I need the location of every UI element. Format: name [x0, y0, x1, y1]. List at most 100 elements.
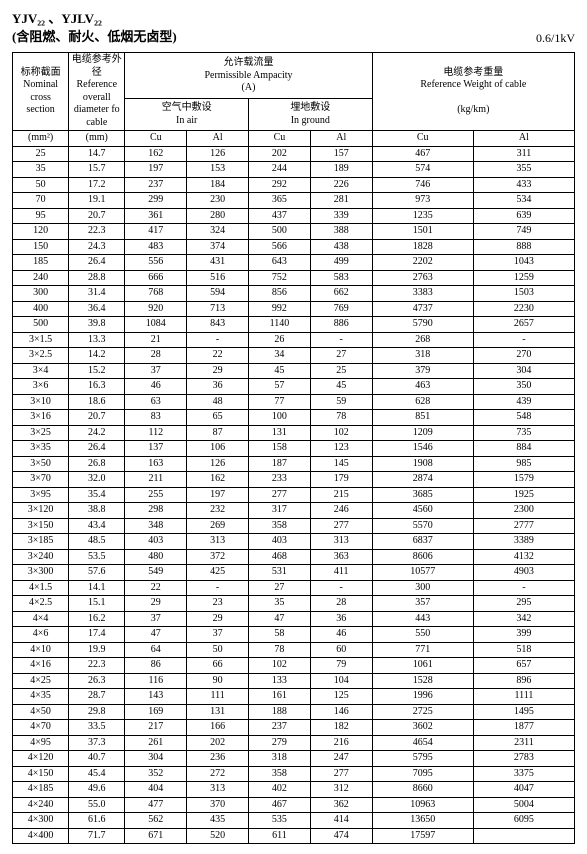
cell: 3×95 — [13, 487, 69, 503]
cell: 4×1.5 — [13, 580, 69, 596]
cell: 64 — [125, 642, 187, 658]
cell: 45.4 — [69, 766, 125, 782]
cell: 468 — [249, 549, 311, 565]
cell: 179 — [310, 472, 372, 488]
cell: 10577 — [372, 565, 473, 581]
cell: 313 — [310, 534, 372, 550]
cell: 574 — [372, 162, 473, 178]
cell: 888 — [473, 239, 574, 255]
cell: 1908 — [372, 456, 473, 472]
cell: 83 — [125, 410, 187, 426]
cell: 1061 — [372, 658, 473, 674]
cell: 463 — [372, 379, 473, 395]
cell: 29 — [187, 611, 249, 627]
cell: 158 — [249, 441, 311, 457]
cell: 36 — [187, 379, 249, 395]
cell: 37 — [187, 627, 249, 643]
cell: 920 — [125, 301, 187, 317]
cell: 37 — [125, 611, 187, 627]
cell: 1140 — [249, 317, 311, 333]
cell: 17.2 — [69, 177, 125, 193]
table-row: 4×30061.6562435535414136506095 — [13, 813, 575, 829]
table-head: 标称截面 Nominal cross section 电缆参考外径 Refere… — [13, 53, 575, 147]
cell: 70 — [13, 193, 69, 209]
cell: 4737 — [372, 301, 473, 317]
cell: 120 — [13, 224, 69, 240]
cell: 5795 — [372, 751, 473, 767]
cell: 3×185 — [13, 534, 69, 550]
cell: - — [187, 580, 249, 596]
cell: 295 — [473, 596, 574, 612]
cell: 102 — [249, 658, 311, 674]
cell: 4×185 — [13, 782, 69, 798]
title-block: YJV₂₂ 、YJLV₂₂ (含阻燃、耐火、低烟无卤型) — [12, 10, 177, 46]
cell: 3×2.5 — [13, 348, 69, 364]
cell: 311 — [473, 146, 574, 162]
cell: 26.8 — [69, 456, 125, 472]
cell: 4×16 — [13, 658, 69, 674]
cell: 746 — [372, 177, 473, 193]
cell: 3685 — [372, 487, 473, 503]
cell: 350 — [473, 379, 574, 395]
cell: 17597 — [372, 828, 473, 844]
cell: 534 — [473, 193, 574, 209]
cell: - — [310, 332, 372, 348]
cell: 4×240 — [13, 797, 69, 813]
cell: 566 — [249, 239, 311, 255]
cell: 499 — [310, 255, 372, 271]
cell: 388 — [310, 224, 372, 240]
cell: 313 — [187, 534, 249, 550]
cell: 1235 — [372, 208, 473, 224]
cell: 279 — [249, 735, 311, 751]
cell: 28 — [310, 596, 372, 612]
cell: 639 — [473, 208, 574, 224]
cell: 270 — [473, 348, 574, 364]
table-row: 3×1.513.321-26-268- — [13, 332, 575, 348]
table-row: 3×616.346365745463350 — [13, 379, 575, 395]
cell: 38.8 — [69, 503, 125, 519]
cell: 13.3 — [69, 332, 125, 348]
cell: 3×50 — [13, 456, 69, 472]
cell: 29 — [125, 596, 187, 612]
cell: 500 — [249, 224, 311, 240]
cell: 78 — [249, 642, 311, 658]
table-row: 3×5026.81631261871451908985 — [13, 456, 575, 472]
table-row: 4×7033.521716623718236021877 — [13, 720, 575, 736]
cell: 15.7 — [69, 162, 125, 178]
cell: 131 — [187, 704, 249, 720]
cell: 8660 — [372, 782, 473, 798]
cell: 411 — [310, 565, 372, 581]
cell: 240 — [13, 270, 69, 286]
cell: 1925 — [473, 487, 574, 503]
table-row: 3×415.237294525379304 — [13, 363, 575, 379]
cell: 4903 — [473, 565, 574, 581]
cell: 268 — [372, 332, 473, 348]
cell: 202 — [249, 146, 311, 162]
cell: 556 — [125, 255, 187, 271]
sub-air-cu: Cu — [125, 131, 187, 147]
cell: 313 — [187, 782, 249, 798]
cell: 2725 — [372, 704, 473, 720]
table-body: 2514.71621262021574673113515.71971532441… — [13, 146, 575, 844]
col-ground: 埋地敷设 In ground — [249, 99, 373, 131]
table-row: 3×7032.021116223317928741579 — [13, 472, 575, 488]
cell: 1111 — [473, 689, 574, 705]
cell: 216 — [310, 735, 372, 751]
cell: 143 — [125, 689, 187, 705]
cell: 3×10 — [13, 394, 69, 410]
cell: 477 — [125, 797, 187, 813]
cell: 25 — [13, 146, 69, 162]
cell: 2300 — [473, 503, 574, 519]
cell: 516 — [187, 270, 249, 286]
table-row: 24028.866651675258327631259 — [13, 270, 575, 286]
table-row: 3×30057.6549425531411105774903 — [13, 565, 575, 581]
cell: 399 — [473, 627, 574, 643]
table-row: 50039.81084843114088657902657 — [13, 317, 575, 333]
cell: 111 — [187, 689, 249, 705]
cell: 417 — [125, 224, 187, 240]
cell: 39.8 — [69, 317, 125, 333]
cell: 46 — [310, 627, 372, 643]
table-row: 3×18548.540331340331368373389 — [13, 534, 575, 550]
table-row: 4×40071.767152061147417597 — [13, 828, 575, 844]
cell: 348 — [125, 518, 187, 534]
